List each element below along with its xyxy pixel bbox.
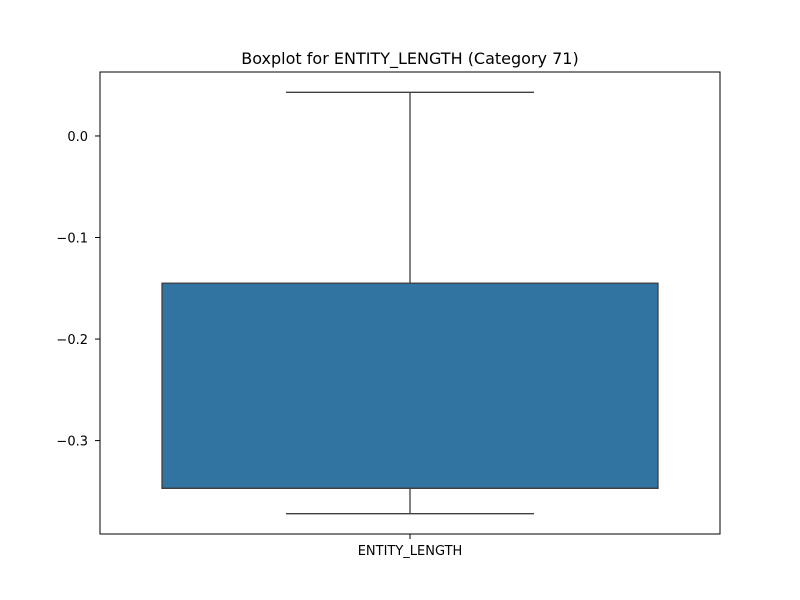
plot-area: [161, 91, 659, 515]
x-tick-label: ENTITY_LENGTH: [358, 544, 463, 559]
y-tick-label: −0.1: [56, 232, 88, 247]
axes-frame: [99, 71, 721, 535]
axes: ENTITY_LENGTH 0.0 −0.1 −0.2 −0.3: [56, 71, 721, 559]
y-tick-label: −0.2: [56, 333, 88, 348]
chart-title: Boxplot for ENTITY_LENGTH (Category 71): [241, 49, 578, 69]
y-tick-label: 0.0: [67, 130, 88, 145]
iqr-box: [161, 282, 659, 489]
y-tick-label: −0.3: [56, 435, 88, 450]
